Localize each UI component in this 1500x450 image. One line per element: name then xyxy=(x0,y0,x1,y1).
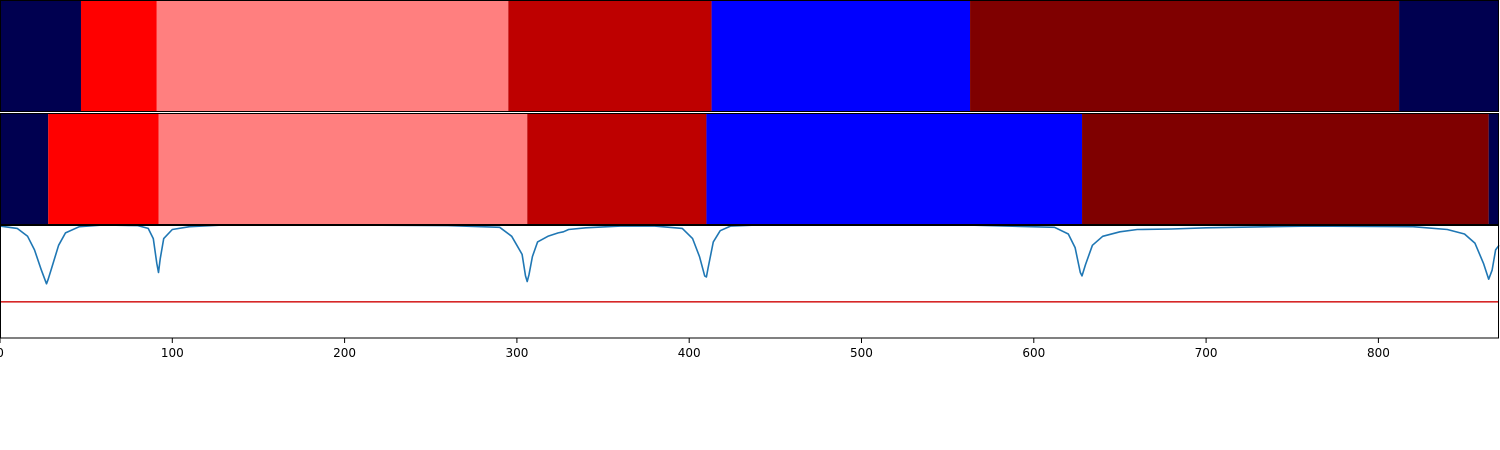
x-tick-label-500: 500 xyxy=(850,346,873,360)
top-bar-segment-6 xyxy=(1399,0,1499,112)
top-bar-segment-3 xyxy=(508,0,712,112)
top-bar-segment-5 xyxy=(970,0,1400,112)
line-panel-frame xyxy=(0,225,1499,339)
x-tick-label-400: 400 xyxy=(678,346,701,360)
x-tick-label-600: 600 xyxy=(1022,346,1045,360)
x-tick-label-300: 300 xyxy=(505,346,528,360)
top-bar-segment-1 xyxy=(80,0,157,112)
middle-bar-segment-2 xyxy=(158,113,528,225)
middle-panel-frame xyxy=(0,113,1499,225)
middle-bar-segment-3 xyxy=(527,113,707,225)
top-bar-segment-0 xyxy=(0,0,81,112)
bar-panel-top xyxy=(0,0,1499,112)
line-plot-area xyxy=(0,225,1499,338)
line-panel xyxy=(0,224,1500,338)
x-tick-label-700: 700 xyxy=(1195,346,1218,360)
top-bar-segment-2 xyxy=(156,0,509,112)
top-bar-segment-4 xyxy=(711,0,971,112)
x-tick-label-0: 0 xyxy=(0,346,4,360)
bar-panel-middle xyxy=(0,113,1499,225)
middle-bar-segment-1 xyxy=(48,113,159,225)
middle-bar-segment-0 xyxy=(0,113,49,225)
middle-bar-segment-6 xyxy=(1488,113,1499,225)
x-axis: 0 100 200 300 400 500 600 700 800 xyxy=(0,338,1390,360)
x-tick-label-100: 100 xyxy=(161,346,184,360)
middle-bar-segment-5 xyxy=(1082,113,1489,225)
x-tick-label-800: 800 xyxy=(1367,346,1390,360)
top-panel-frame xyxy=(0,0,1499,112)
signal-line xyxy=(0,224,1500,285)
x-tick-label-200: 200 xyxy=(333,346,356,360)
middle-bar-segment-4 xyxy=(706,113,1083,225)
